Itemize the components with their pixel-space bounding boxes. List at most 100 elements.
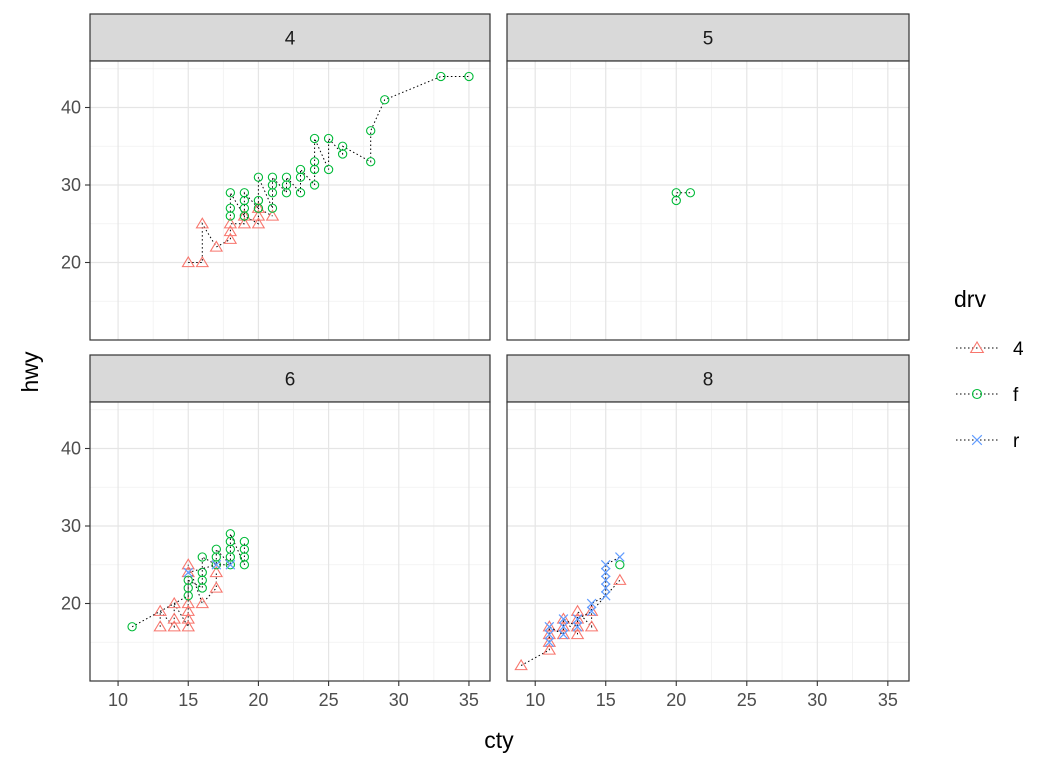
legend-key-cross-icon	[971, 434, 983, 446]
data-point	[197, 552, 207, 562]
data-point	[556, 620, 571, 632]
data-point	[600, 583, 611, 593]
data-point	[225, 559, 236, 570]
data-point	[223, 232, 238, 244]
data-point	[613, 573, 627, 585]
facet-panel-6: 6	[89, 354, 491, 682]
data-point	[195, 596, 210, 609]
legend-key-triangle-icon	[969, 340, 985, 354]
data-point	[544, 621, 555, 632]
data-point	[209, 581, 224, 593]
facet-strip-label: 5	[703, 29, 714, 50]
x-tick-label: 10	[525, 690, 545, 710]
data-point	[464, 71, 474, 82]
facet-strip-label: 8	[703, 370, 714, 391]
series-f	[671, 188, 696, 206]
x-tick-label: 30	[807, 690, 827, 710]
data-point	[153, 604, 167, 616]
series-f	[615, 560, 625, 570]
data-point	[542, 635, 557, 647]
data-point	[225, 529, 236, 539]
data-point	[223, 217, 238, 229]
data-point	[514, 658, 528, 671]
data-point	[239, 188, 250, 198]
data-point	[153, 620, 167, 632]
panel-border	[89, 401, 491, 682]
data-point	[544, 637, 555, 648]
data-point	[586, 606, 597, 617]
data-point	[265, 209, 280, 221]
data-point	[167, 596, 181, 609]
data-point	[183, 575, 193, 585]
data-point	[181, 596, 195, 609]
data-point	[309, 133, 320, 144]
x-tick-label: 15	[178, 690, 198, 710]
series-f	[225, 71, 474, 221]
data-point	[295, 164, 306, 175]
data-point	[366, 126, 376, 136]
data-point	[167, 620, 181, 632]
data-point	[542, 643, 557, 655]
facet-strip-label: 6	[285, 370, 296, 391]
panel-border	[506, 401, 910, 682]
data-point	[600, 559, 611, 570]
y-tick-label: 30	[61, 516, 81, 536]
data-point	[239, 536, 250, 547]
data-point	[556, 627, 571, 640]
panel-border	[506, 60, 910, 341]
data-point	[685, 188, 696, 198]
y-axis-title: hwy	[17, 351, 43, 392]
data-point	[225, 203, 236, 213]
facet-strip	[89, 354, 491, 403]
legend-key-circle-icon	[971, 388, 983, 400]
x-axis-title: cty	[484, 727, 514, 753]
series-line-f	[229, 76, 469, 218]
data-point	[181, 620, 195, 632]
series-r	[544, 552, 625, 648]
facet-panel-4: 4	[89, 13, 491, 341]
data-point	[181, 558, 195, 570]
panels-layer: 4 5 6 8	[89, 13, 910, 682]
data-point	[366, 157, 376, 167]
facet-panel-5: 5	[506, 13, 910, 341]
data-point	[671, 188, 681, 198]
x-tick-label: 20	[666, 690, 686, 710]
legend-label: r	[1013, 431, 1020, 452]
data-point	[600, 567, 611, 578]
legend-entry-f: f	[956, 385, 1019, 406]
x-tick-label: 25	[737, 690, 757, 710]
data-point	[556, 612, 571, 624]
data-point	[615, 560, 625, 570]
x-tick-label: 20	[248, 690, 268, 710]
data-point	[323, 133, 334, 144]
facet-strip-label: 4	[285, 29, 296, 50]
data-point	[570, 627, 585, 640]
data-point	[615, 552, 625, 562]
data-point	[195, 217, 210, 229]
series-line-4	[520, 579, 621, 666]
x-tick-label: 35	[878, 690, 898, 710]
data-point	[209, 240, 224, 252]
data-point	[225, 188, 236, 198]
series-r	[183, 559, 236, 578]
data-point	[181, 612, 195, 624]
data-point	[570, 620, 585, 632]
data-point	[251, 217, 266, 229]
legend-label: 4	[1013, 339, 1024, 360]
data-point	[167, 612, 181, 624]
data-point	[281, 172, 292, 182]
panel-background	[90, 402, 490, 681]
series-4	[153, 558, 224, 632]
series-f	[127, 529, 250, 632]
data-point	[584, 620, 599, 632]
data-point	[586, 598, 597, 609]
data-point	[337, 141, 348, 151]
series-4	[514, 573, 627, 671]
data-point	[267, 172, 278, 182]
facet-strip	[506, 354, 910, 403]
axes-layer: 20 30 40 20 30 40 10 15 20 25 30 35 10 15 20 25 30 35	[61, 98, 898, 711]
data-point	[572, 621, 583, 632]
data-point	[558, 621, 569, 632]
panel-background	[90, 61, 490, 340]
x-tick-label: 10	[108, 690, 128, 710]
